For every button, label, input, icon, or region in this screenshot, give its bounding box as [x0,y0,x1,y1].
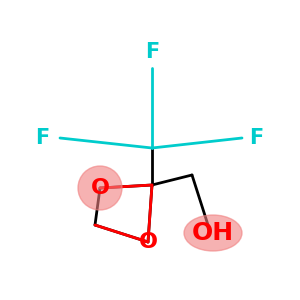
Circle shape [78,166,122,210]
Text: O: O [91,178,110,198]
Text: O: O [139,232,158,252]
Ellipse shape [184,215,242,251]
Text: F: F [249,128,263,148]
Text: F: F [35,128,49,148]
Text: F: F [145,42,159,62]
Text: OH: OH [192,221,234,245]
